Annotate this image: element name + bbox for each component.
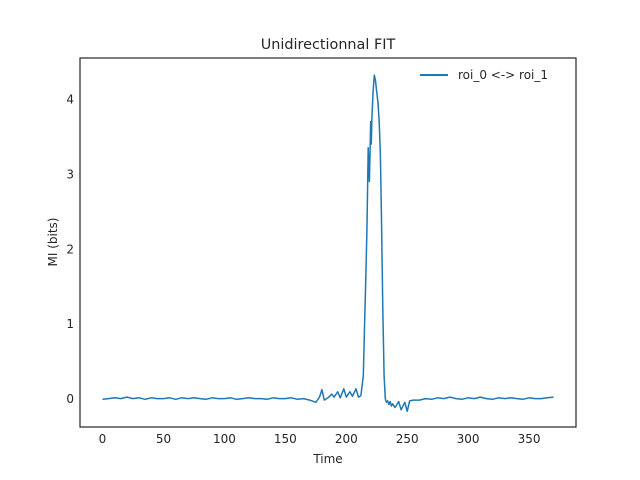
series-line-0 <box>102 74 554 413</box>
x-tick-label: 50 <box>156 432 171 446</box>
y-tick-label: 1 <box>66 317 74 331</box>
x-axis-label: Time <box>312 452 342 466</box>
y-axis-label: MI (bits) <box>46 218 60 267</box>
plot-lines <box>102 74 554 413</box>
x-tick-label: 350 <box>518 432 541 446</box>
x-tick-label: 100 <box>213 432 236 446</box>
x-tick-label: 150 <box>274 432 297 446</box>
chart-title: Unidirectionnal FIT <box>261 37 396 53</box>
y-tick-label: 2 <box>66 242 74 256</box>
y-tick-label: 0 <box>66 392 74 406</box>
plot-frame <box>79 57 577 428</box>
y-tick-label: 3 <box>66 168 74 182</box>
x-tick-label: 250 <box>396 432 419 446</box>
x-tick-label: 300 <box>457 432 480 446</box>
x-tick-label: 200 <box>335 432 358 446</box>
y-tick-label: 4 <box>66 93 74 107</box>
x-tick-labels: 0 50 100 150 200 250 300 350 <box>99 432 541 446</box>
x-tick-label: 0 <box>99 432 107 446</box>
legend: roi_0 <-> roi_1 <box>420 68 548 82</box>
legend-label: roi_0 <-> roi_1 <box>458 68 548 82</box>
y-tick-labels: 0 1 2 3 4 <box>66 93 74 406</box>
